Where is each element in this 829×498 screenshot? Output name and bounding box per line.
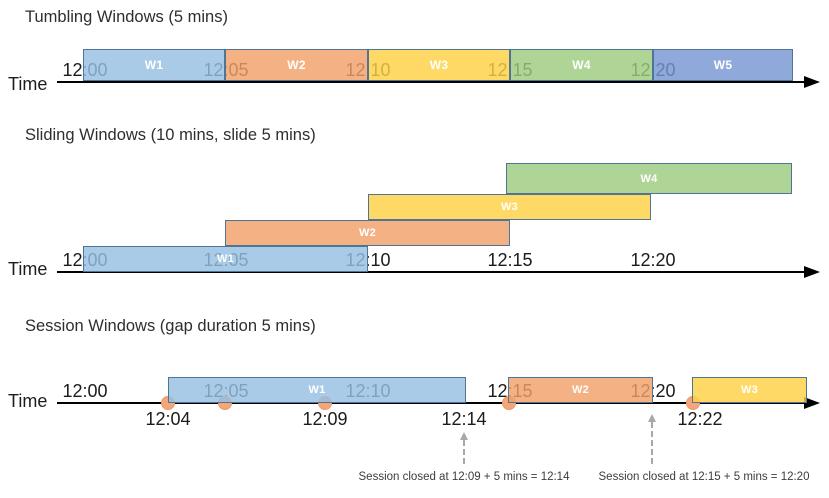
sliding-section-title: Sliding Windows (10 mins, slide 5 mins) [25, 126, 316, 144]
sliding-window-w4: W4 [506, 163, 792, 194]
window-label: W3 [429, 58, 449, 72]
sliding-axis-arrow-icon [804, 266, 820, 278]
sliding-tick-label: 12:15 [487, 250, 533, 270]
session-close-annotation: Session closed at 12:15 + 5 mins = 12:20 [598, 471, 810, 483]
session-time-axis [57, 402, 806, 404]
sliding-tick-label: 12:20 [630, 250, 676, 270]
session-close-arrow-line [651, 422, 653, 464]
window-label: W1 [144, 58, 164, 72]
session-time-axis-label: Time [8, 391, 48, 411]
session-close-annotation: Session closed at 12:09 + 5 mins = 12:14 [358, 471, 570, 483]
sliding-window-w3: W3 [368, 194, 651, 220]
tumbling-window-w5: W5 [653, 49, 793, 81]
event-time-label: 12:04 [145, 409, 191, 429]
window-label: W4 [572, 58, 591, 72]
window-label: W2 [571, 384, 590, 396]
event-time-label: 12:09 [302, 409, 348, 429]
session-close-arrow-icon [648, 414, 656, 422]
window-label: W3 [500, 201, 519, 213]
window-label: W1 [308, 384, 326, 396]
event-time-label: 12:14 [441, 409, 487, 429]
window-label: W4 [640, 172, 658, 185]
session-section-title: Session Windows (gap duration 5 mins) [25, 317, 316, 335]
session-close-arrow-icon [460, 432, 468, 440]
sliding-time-axis-label: Time [8, 259, 48, 279]
window-label: W3 [740, 384, 759, 396]
sliding-window-w1: W1 [83, 246, 368, 272]
session-tick-label: 12:00 [62, 381, 108, 401]
window-label: W2 [358, 227, 377, 239]
window-label: W2 [287, 58, 306, 72]
tumbling-window-w4: W4 [510, 49, 653, 81]
sliding-window-w2: W2 [225, 220, 510, 246]
window-label: W5 [713, 58, 733, 72]
session-window-w2: W2 [508, 377, 653, 403]
window-label: W1 [216, 253, 235, 265]
tumbling-axis-arrow-icon [804, 76, 820, 88]
session-window-w1: W1 [168, 377, 466, 403]
event-time-label: 12:22 [677, 409, 723, 429]
session-close-arrow-line [463, 440, 465, 464]
tumbling-section-title: Tumbling Windows (5 mins) [25, 8, 228, 26]
tumbling-time-axis [57, 81, 806, 83]
tumbling-window-w3: W3 [368, 49, 510, 81]
session-axis-arrow-icon [804, 397, 820, 409]
tumbling-window-w1: W1 [83, 49, 225, 81]
sliding-time-axis [57, 271, 806, 273]
session-window-w3: W3 [692, 377, 807, 403]
tumbling-window-w2: W2 [225, 49, 368, 81]
tumbling-time-axis-label: Time [8, 74, 48, 94]
